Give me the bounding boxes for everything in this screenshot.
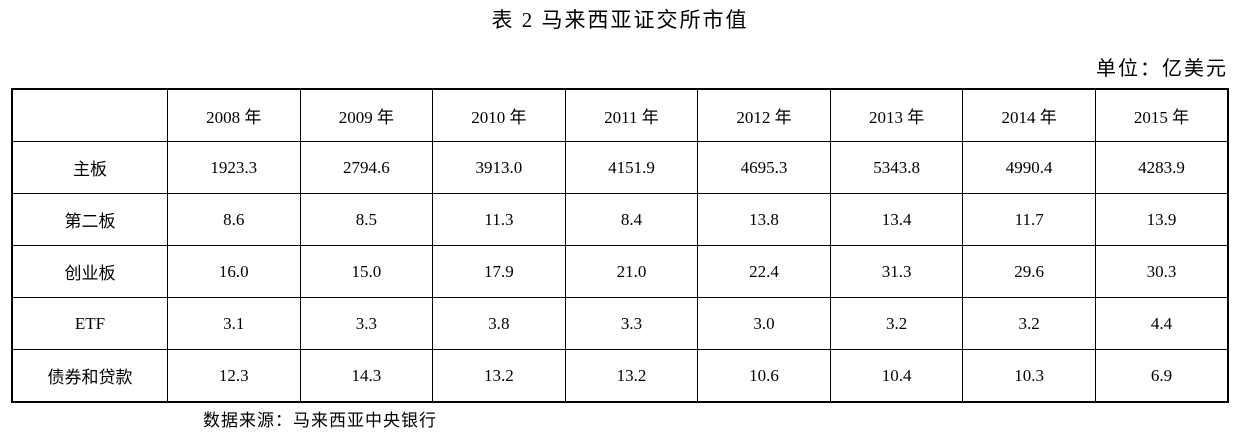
table-row: 第二板 8.6 8.5 11.3 8.4 13.8 13.4 11.7 13.9 (11, 193, 1229, 246)
value-cell: 13.9 (1094, 193, 1229, 246)
year-header-cell: 2011 年 (564, 88, 699, 142)
table-row: 债券和贷款 12.3 14.3 13.2 13.2 10.6 10.4 10.3 6.9 (11, 349, 1229, 403)
source-note: 数据来源：马来西亚中央银行 (203, 411, 437, 430)
row-label-cell: 第二板 (11, 193, 168, 246)
table-row: ETF 3.1 3.3 3.8 3.3 3.0 3.2 3.2 4.4 (11, 297, 1229, 350)
value-cell: 13.2 (432, 349, 566, 403)
value-cell: 10.3 (962, 349, 1096, 403)
value-cell: 17.9 (432, 245, 566, 298)
value-cell: 10.6 (697, 349, 831, 403)
value-cell: 11.3 (432, 193, 566, 246)
value-cell: 29.6 (962, 245, 1096, 298)
value-cell: 3.2 (962, 297, 1096, 350)
row-label-cell: 债券和贷款 (11, 349, 168, 403)
value-cell: 13.8 (697, 193, 831, 246)
year-header-cell: 2010 年 (432, 88, 566, 142)
value-cell: 8.5 (299, 193, 434, 246)
year-header-cell: 2013 年 (829, 88, 964, 142)
value-cell: 6.9 (1094, 349, 1229, 403)
value-cell: 4990.4 (962, 141, 1096, 194)
value-cell: 31.3 (829, 245, 964, 298)
unit-note: 单位：亿美元 (1096, 58, 1228, 80)
value-cell: 3.2 (829, 297, 964, 350)
value-cell: 21.0 (564, 245, 699, 298)
value-cell: 3.3 (299, 297, 434, 350)
value-cell: 12.3 (167, 349, 301, 403)
value-cell: 5343.8 (829, 141, 964, 194)
value-cell: 16.0 (167, 245, 301, 298)
year-header-cell: 2014 年 (962, 88, 1096, 142)
value-cell: 4.4 (1094, 297, 1229, 350)
value-cell: 13.4 (829, 193, 964, 246)
row-label-cell: ETF (11, 297, 168, 350)
value-cell: 4283.9 (1094, 141, 1229, 194)
value-cell: 22.4 (697, 245, 831, 298)
table-body: 主板 1923.3 2794.6 3913.0 4151.9 4695.3 5343.8 49… (11, 141, 1229, 403)
year-header-cell: 2009 年 (299, 88, 434, 142)
table-title: 表 2 马来西亚证交所市值 (491, 8, 749, 32)
value-cell: 3.0 (697, 297, 831, 350)
value-cell: 13.2 (564, 349, 699, 403)
table-row: 主板 1923.3 2794.6 3913.0 4151.9 4695.3 5343.8 49… (11, 141, 1229, 194)
value-cell: 14.3 (299, 349, 434, 403)
value-cell: 15.0 (299, 245, 434, 298)
corner-cell (11, 88, 168, 142)
value-cell: 3.3 (564, 297, 699, 350)
year-header-cell: 2012 年 (697, 88, 831, 142)
header-row: 2008 年 2009 年 2010 年 2011 年 2012 年 2013 年 2014… (11, 88, 1229, 142)
value-cell: 8.4 (564, 193, 699, 246)
year-header-cell: 2015 年 (1094, 88, 1229, 142)
value-cell: 2794.6 (299, 141, 434, 194)
table-row: 创业板 16.0 15.0 17.9 21.0 22.4 31.3 29.6 30.3 (11, 245, 1229, 298)
value-cell: 8.6 (167, 193, 301, 246)
value-cell: 3.8 (432, 297, 566, 350)
value-cell: 4695.3 (697, 141, 831, 194)
value-cell: 10.4 (829, 349, 964, 403)
row-label-cell: 创业板 (11, 245, 168, 298)
value-cell: 11.7 (962, 193, 1096, 246)
value-cell: 30.3 (1094, 245, 1229, 298)
value-cell: 3913.0 (432, 141, 566, 194)
year-header-cell: 2008 年 (167, 88, 301, 142)
value-cell: 4151.9 (564, 141, 699, 194)
value-cell: 3.1 (167, 297, 301, 350)
row-label-cell: 主板 (11, 141, 168, 194)
market-cap-table: 2008 年 2009 年 2010 年 2011 年 2012 年 2013 年 2014… (11, 88, 1229, 403)
value-cell: 1923.3 (167, 141, 301, 194)
